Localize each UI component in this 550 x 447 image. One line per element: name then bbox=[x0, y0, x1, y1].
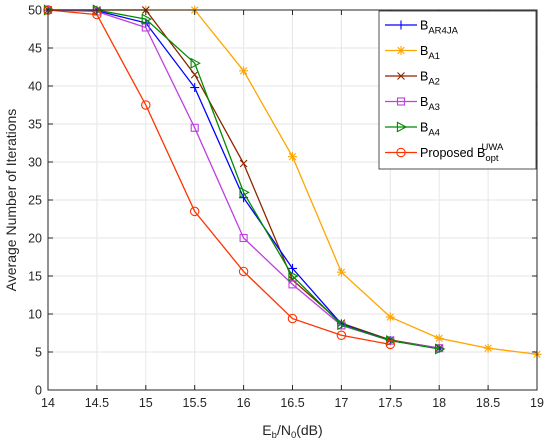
data-point-circle bbox=[287, 313, 298, 324]
data-point-asterisk bbox=[288, 152, 297, 162]
y-tick-label: 15 bbox=[28, 270, 42, 284]
data-point-circle bbox=[385, 339, 396, 350]
series-line bbox=[48, 9, 440, 350]
y-tick-label: 20 bbox=[28, 232, 42, 246]
data-point-square bbox=[288, 280, 297, 289]
legend-marker-circle bbox=[396, 147, 406, 158]
series-line bbox=[47, 9, 391, 346]
legend-label: BAR4JA bbox=[420, 19, 459, 37]
y-tick-label: 50 bbox=[28, 4, 42, 18]
x-tick-label: 19 bbox=[530, 396, 544, 410]
legend-box bbox=[378, 10, 537, 170]
legend-marker-triangle-right bbox=[396, 121, 408, 133]
data-point-circle bbox=[189, 206, 200, 217]
data-point-triangle-right bbox=[239, 186, 250, 198]
data-point-square bbox=[190, 123, 199, 132]
legend-entry: BAR4JA bbox=[385, 19, 459, 37]
legend-label: BA3 bbox=[420, 95, 440, 113]
data-point-square bbox=[141, 23, 150, 32]
x-tick-label: 16 bbox=[237, 396, 251, 410]
x-axis-title: Eb/N0(dB) bbox=[262, 422, 322, 441]
series-b-a4 bbox=[43, 4, 446, 355]
data-point-asterisk bbox=[239, 66, 249, 76]
data-point-triangle-right bbox=[435, 343, 446, 355]
data-point-asterisk bbox=[336, 267, 346, 277]
data-point-triangle-right bbox=[386, 335, 397, 347]
data-point-triangle-right bbox=[288, 270, 299, 282]
legend-marker-x bbox=[397, 72, 405, 80]
y-tick-label: 25 bbox=[28, 194, 42, 208]
legend-marker-square bbox=[396, 97, 406, 106]
y-tick-label: 35 bbox=[28, 118, 42, 132]
data-point-asterisk bbox=[434, 333, 444, 343]
data-point-triangle-right bbox=[190, 57, 201, 69]
y-tick-label: 0 bbox=[35, 384, 42, 398]
x-tick-label: 17.5 bbox=[378, 396, 402, 410]
x-tick-label: 17 bbox=[334, 396, 348, 410]
data-point-triangle-right bbox=[141, 13, 152, 25]
legend-entry: Proposed BoptUWA bbox=[385, 142, 504, 164]
ticks: 14 14.5 15 15.5 16 16.5 17 17.5 18 18.5 19 0 5 10 15 20… bbox=[28, 4, 544, 411]
data-point-asterisk bbox=[483, 343, 493, 353]
data-point-plus bbox=[190, 83, 200, 93]
data-point-circle bbox=[141, 100, 151, 110]
x-tick-label: 15.5 bbox=[183, 396, 207, 410]
legend-label: BA2 bbox=[420, 70, 440, 88]
legend-entry: BA3 bbox=[385, 95, 440, 113]
data-point-plus bbox=[288, 263, 297, 273]
y-axis-title: Average Number of Iterations bbox=[3, 109, 19, 292]
legend-label: Proposed BoptUWA bbox=[420, 142, 504, 164]
data-point-asterisk bbox=[385, 312, 395, 322]
data-point-circle bbox=[238, 266, 249, 277]
y-tick-label: 40 bbox=[28, 80, 42, 94]
legend-entry: BA1 bbox=[385, 44, 440, 62]
legend-marker-asterisk bbox=[396, 46, 406, 55]
x-tick-label: 18 bbox=[432, 396, 446, 410]
x-tick-label: 14.5 bbox=[85, 396, 109, 410]
data-point-x bbox=[239, 159, 248, 168]
data-point-triangle-right bbox=[43, 4, 55, 16]
legend: BAR4JA BA1 BA2 BA3 BA4 Proposed BoptUWA bbox=[378, 10, 537, 170]
x-tick-label: 15 bbox=[139, 396, 153, 410]
legend-label: BA4 bbox=[420, 121, 440, 139]
legend-entry: BA2 bbox=[385, 70, 440, 88]
data-point-circle bbox=[336, 330, 347, 341]
data-point-square bbox=[239, 233, 248, 243]
y-tick-label: 45 bbox=[28, 42, 42, 56]
y-tick-label: 10 bbox=[28, 308, 42, 322]
x-tick-label: 16.5 bbox=[280, 396, 304, 410]
legend-label: BA1 bbox=[420, 44, 440, 62]
y-tick-label: 30 bbox=[28, 156, 42, 170]
data-point-x bbox=[190, 70, 199, 79]
x-tick-label: 18.5 bbox=[476, 396, 500, 410]
legend-entry: BA4 bbox=[385, 121, 440, 139]
x-tick-label: 14 bbox=[41, 396, 55, 410]
data-point-triangle-right bbox=[337, 319, 348, 331]
y-tick-label: 5 bbox=[35, 346, 42, 360]
legend-marker-plus bbox=[396, 20, 406, 30]
